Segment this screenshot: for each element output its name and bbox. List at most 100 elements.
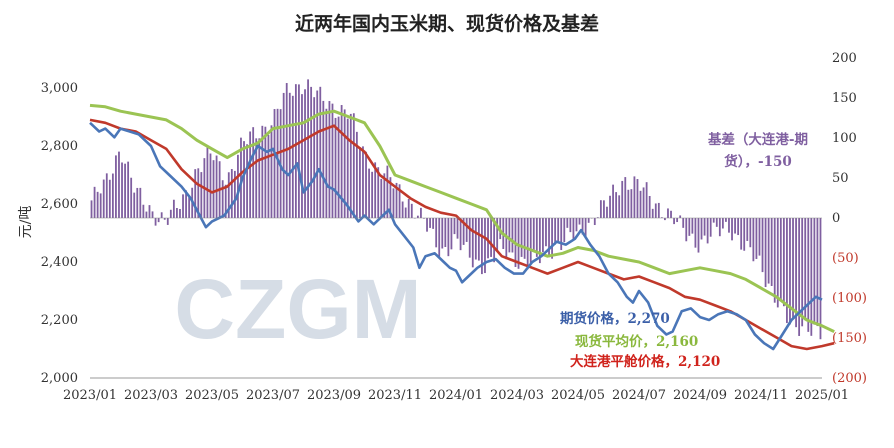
basis-bar (243, 141, 245, 218)
basis-bar (593, 218, 596, 226)
basis-bar (490, 218, 492, 257)
basis-bar (270, 125, 273, 218)
basis-bar (334, 117, 337, 218)
basis-bar (520, 218, 523, 257)
basis-bar (355, 131, 358, 218)
basis-bar (359, 147, 361, 218)
basis-bar (462, 218, 465, 245)
basis-bar (365, 151, 367, 218)
basis-bar (99, 193, 102, 218)
basis-bar (340, 105, 343, 218)
basis-bar (786, 218, 788, 324)
basis-bar (807, 218, 810, 332)
basis-bar (233, 170, 236, 218)
basis-bar (505, 218, 508, 260)
basis-bar (294, 84, 297, 219)
basis-bar (767, 218, 770, 284)
x-tick-label: 2023/11 (368, 388, 422, 403)
basis-bar (694, 218, 697, 248)
left-tick-label: 2,800 (41, 139, 78, 154)
basis-bar (291, 95, 294, 218)
port-line (89, 118, 835, 351)
basis-bar (389, 177, 392, 218)
basis-bar (700, 218, 703, 240)
basis-bar (569, 218, 572, 233)
basis-bar (721, 218, 724, 229)
basis-bar (468, 218, 471, 258)
x-tick-label: 2024/07 (612, 388, 666, 403)
basis-bar (163, 218, 166, 220)
basis-bar (523, 218, 526, 259)
basis-bar (157, 218, 160, 223)
basis-bar (538, 218, 541, 264)
basis-bar (639, 190, 642, 218)
basis-bar (246, 144, 248, 218)
basis-bar (264, 126, 267, 218)
basis-bar (185, 190, 187, 218)
basis-bar (169, 209, 172, 218)
basis-bar (532, 218, 535, 252)
basis-bar (664, 218, 666, 221)
basis-bar (667, 208, 669, 218)
basis-bar (105, 173, 108, 218)
basis-bar (618, 195, 621, 218)
right-axis-ticks: 200 150 100 50 0 (50) (100) (150) (200) (832, 51, 867, 386)
basis-bar (496, 218, 499, 251)
basis-bar (609, 195, 611, 218)
basis-bar (596, 217, 599, 218)
basis-bar (566, 218, 569, 228)
basis-bar (795, 218, 797, 328)
basis-bar (749, 218, 752, 248)
basis-bar (261, 125, 264, 218)
basis-bar (465, 218, 468, 242)
basis-bar (612, 184, 614, 218)
watermark: CZGM (174, 262, 421, 356)
basis-bar (615, 192, 618, 218)
basis-bar (764, 218, 767, 288)
basis-bar (789, 218, 791, 325)
basis-bar (115, 155, 117, 218)
basis-bar (761, 218, 764, 273)
basis-bar (624, 177, 627, 218)
basis-bar (481, 218, 483, 275)
basis-bar (587, 218, 590, 223)
basis-bar (798, 218, 801, 336)
basis-bar (127, 161, 130, 218)
basis-bar (182, 194, 184, 218)
basis-bar (651, 208, 654, 218)
basis-bar (90, 200, 93, 218)
basis-bar (224, 184, 227, 218)
basis-bar (93, 186, 96, 218)
basis-bar (740, 218, 743, 250)
basis-bar (487, 218, 489, 259)
basis-bar (603, 200, 605, 218)
basis-bar (410, 203, 413, 218)
basis-bar (145, 211, 148, 218)
basis-bar (401, 201, 404, 218)
basis-bar (688, 218, 691, 236)
basis-bar (584, 218, 587, 238)
right-tick-label: (200) (832, 371, 867, 386)
basis-bar (627, 189, 630, 218)
basis-bar (718, 218, 721, 237)
basis-bar (160, 212, 163, 218)
basis-bar (139, 187, 142, 218)
basis-bar (215, 155, 218, 218)
basis-bar (752, 218, 755, 262)
right-tick-label: 200 (832, 51, 857, 66)
left-tick-label: 2,400 (41, 255, 78, 270)
basis-bar (493, 218, 496, 263)
basis-bar (176, 208, 178, 218)
basis-bar (712, 218, 715, 223)
basis-bar (456, 218, 459, 239)
basis-bar (575, 218, 578, 232)
basis-bar (429, 218, 431, 228)
basis-bar (313, 97, 316, 218)
basis-bar (151, 211, 154, 218)
basis-bar (563, 218, 566, 243)
basis-bar (633, 176, 636, 218)
basis-bar (172, 199, 175, 218)
basis-bar (121, 162, 123, 218)
x-tick-label: 2024/11 (734, 388, 788, 403)
